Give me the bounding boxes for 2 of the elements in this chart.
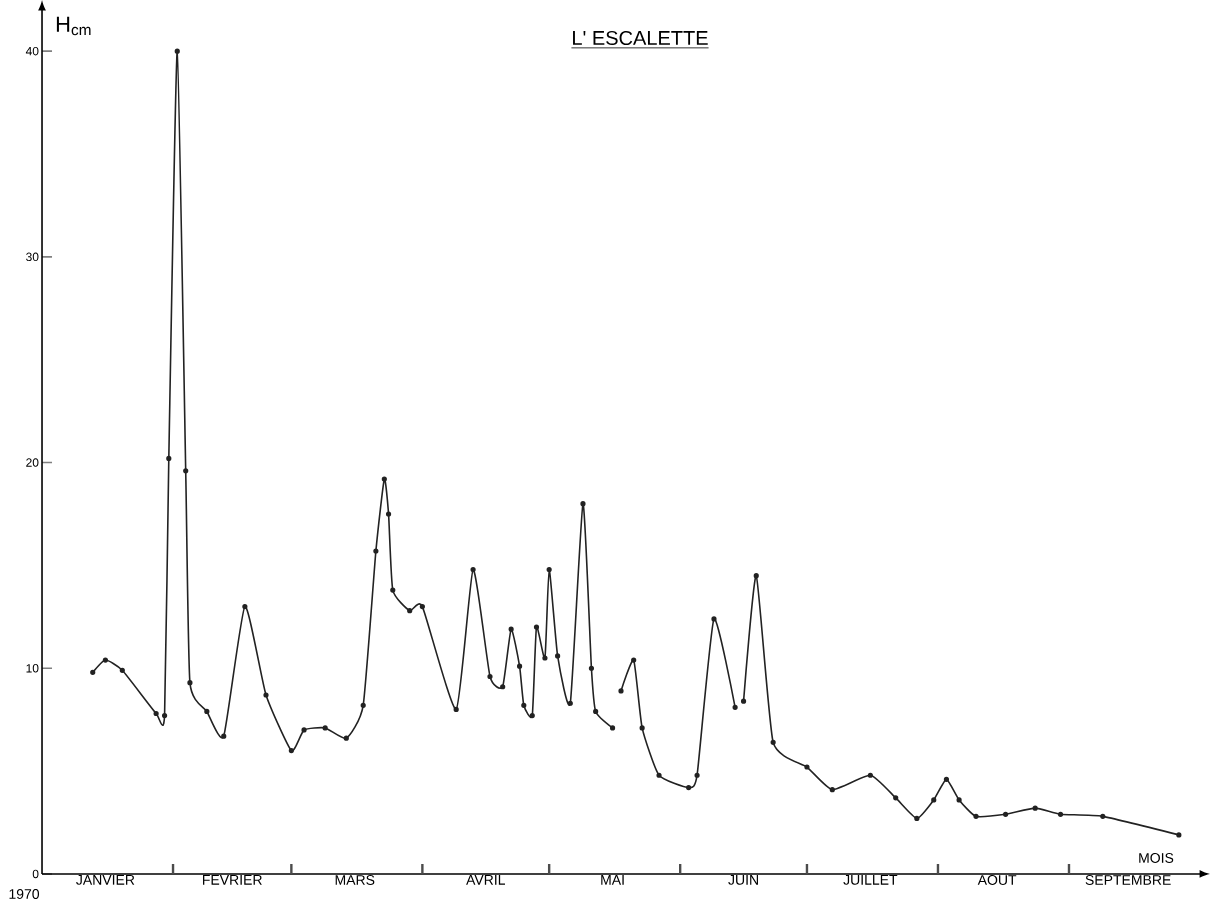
y-axis-title: H$_{cm}$ [56,16,91,36]
text: L' ESCALETTE [573,30,708,46]
